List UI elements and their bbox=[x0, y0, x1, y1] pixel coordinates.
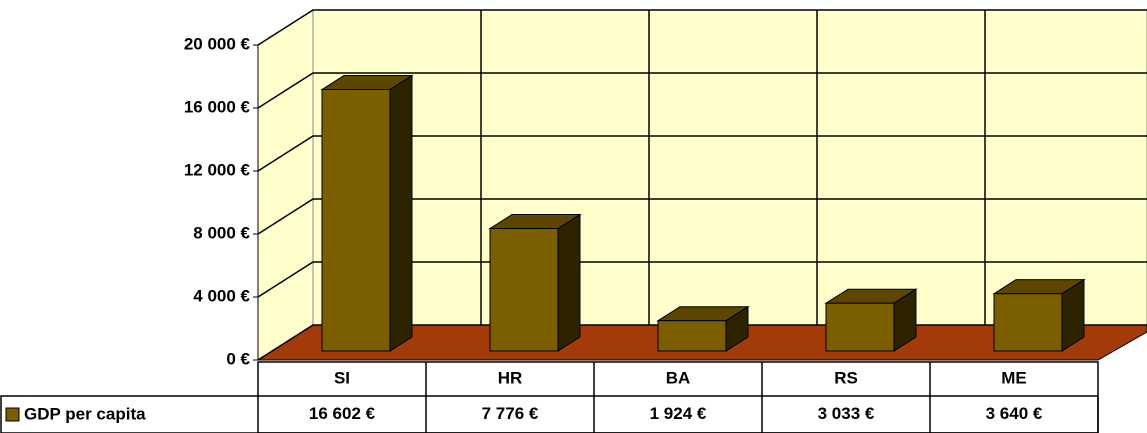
legend-swatch bbox=[5, 407, 20, 422]
bar bbox=[825, 302, 895, 352]
y-tick-label: 20 000 € bbox=[184, 34, 251, 53]
grid-line bbox=[257, 261, 1147, 298]
y-tick-label: 16 000 € bbox=[184, 97, 251, 116]
x-tick-label: BA bbox=[666, 368, 691, 387]
x-tick-label: HR bbox=[498, 368, 523, 387]
y-tick-label: 0 € bbox=[226, 349, 250, 368]
y-tick-label: 12 000 € bbox=[184, 160, 251, 179]
bar bbox=[993, 293, 1063, 352]
bar-side bbox=[389, 74, 413, 352]
bar-side bbox=[557, 213, 581, 352]
grid-line bbox=[257, 9, 1147, 46]
table-border bbox=[0, 395, 1099, 433]
x-tick-label: RS bbox=[834, 368, 858, 387]
back-wall bbox=[312, 9, 1147, 326]
y-tick-label: 8 000 € bbox=[193, 223, 250, 242]
grid-line bbox=[257, 135, 1147, 172]
data-label: 3 640 € bbox=[986, 404, 1043, 423]
data-label: 3 033 € bbox=[818, 404, 875, 423]
data-label: 7 776 € bbox=[482, 404, 539, 423]
bar bbox=[321, 89, 391, 352]
x-tick-label: SI bbox=[334, 368, 350, 387]
data-label: 16 602 € bbox=[309, 404, 376, 423]
legend-label: GDP per capita bbox=[24, 404, 146, 423]
grid-line bbox=[257, 198, 1147, 235]
x-tick-label: ME bbox=[1001, 368, 1027, 387]
bar bbox=[489, 228, 559, 352]
bar bbox=[657, 320, 727, 352]
y-tick-label: 4 000 € bbox=[193, 286, 250, 305]
data-label: 1 924 € bbox=[650, 404, 707, 423]
grid-line bbox=[257, 72, 1147, 109]
side-wall bbox=[257, 9, 314, 361]
